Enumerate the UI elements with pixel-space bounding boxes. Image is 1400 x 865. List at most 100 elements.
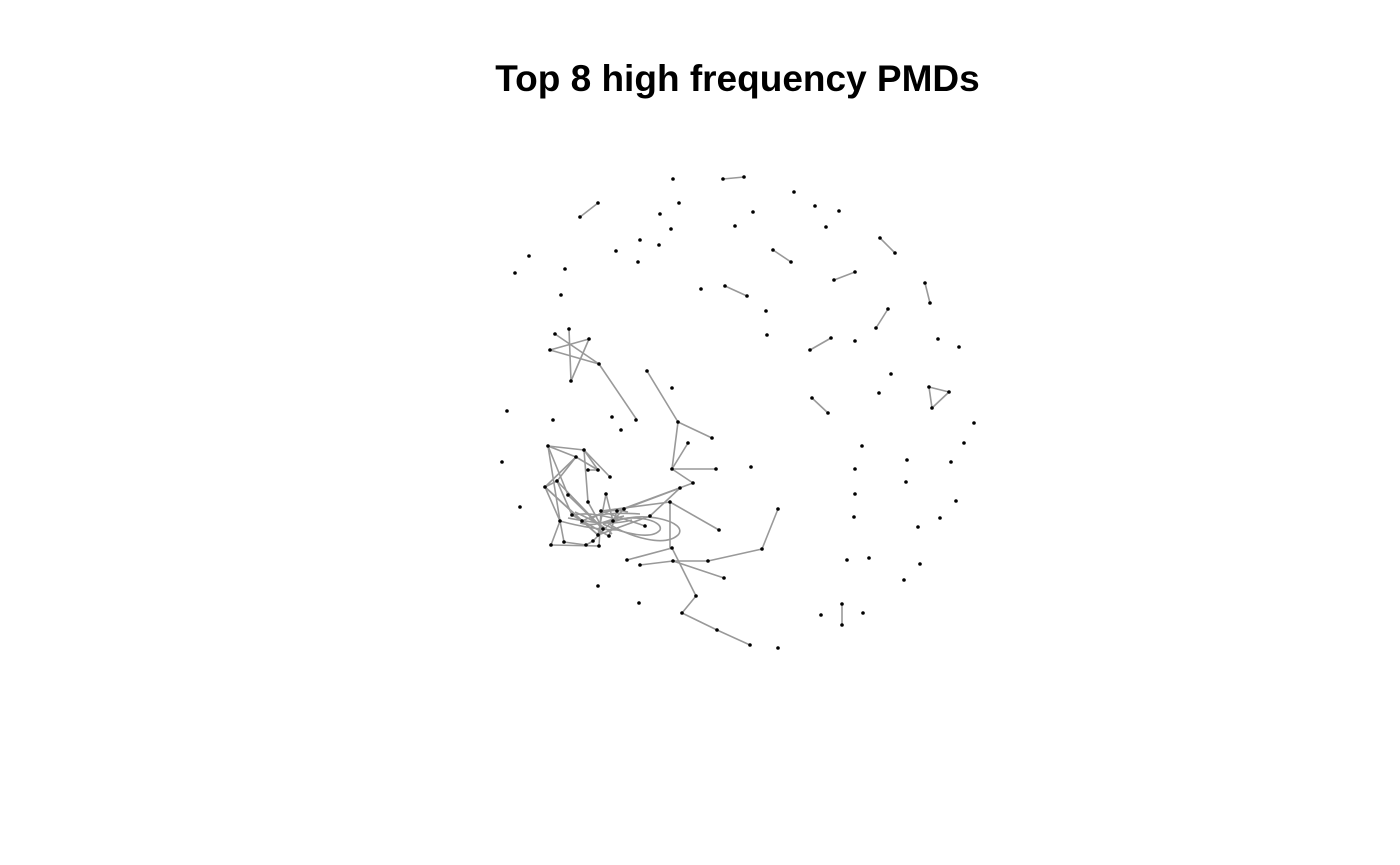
graph-edge [579, 202, 599, 218]
graph-node [670, 546, 674, 550]
graph-node [691, 481, 695, 485]
graph-node [680, 611, 684, 615]
graph-edge [639, 560, 674, 566]
graph-node [962, 441, 966, 445]
graph-node [578, 215, 582, 219]
graph-node [591, 539, 595, 543]
graph-node [527, 254, 531, 258]
graph-edge [677, 421, 713, 439]
graph-edge [549, 338, 590, 351]
graph-edge [928, 386, 933, 409]
graph-node [658, 212, 662, 216]
graph-node [826, 411, 830, 415]
graph-node [553, 332, 557, 336]
graph-edge [554, 333, 600, 365]
graph-edge [671, 421, 679, 470]
graph-edge [547, 445, 569, 496]
graph-node [562, 540, 566, 544]
graph-node [860, 444, 864, 448]
graph-edge [772, 249, 792, 263]
graph-node [789, 260, 793, 264]
graph-edge [931, 391, 950, 409]
graph-edge [875, 308, 889, 329]
graph-node [500, 460, 504, 464]
graph-node [614, 249, 618, 253]
graph-node [615, 509, 619, 513]
graph-node [601, 527, 605, 531]
graph-node [638, 563, 642, 567]
graph-node [676, 420, 680, 424]
graph-edge [646, 370, 679, 423]
graph-node [597, 362, 601, 366]
graph-node [518, 505, 522, 509]
graph-edge [716, 629, 751, 646]
graph-node [928, 301, 932, 305]
graph-node [625, 558, 629, 562]
graph-node [566, 493, 570, 497]
graph-node [714, 467, 718, 471]
graph-edge [574, 511, 613, 535]
graph-edge [671, 468, 694, 484]
graph-edge [563, 541, 587, 546]
graph-edge [671, 547, 697, 597]
graph-node [638, 238, 642, 242]
graph-node [829, 336, 833, 340]
graph-node [819, 613, 823, 617]
graph-edge [544, 480, 558, 488]
graph-node [636, 260, 640, 264]
graph-edge [583, 449, 589, 503]
graph-node [513, 271, 517, 275]
graph-node [622, 507, 626, 511]
graph-node [634, 418, 638, 422]
graph-edge [605, 493, 614, 522]
graph-node [916, 525, 920, 529]
graph-node [751, 210, 755, 214]
graph-node [902, 578, 906, 582]
graph-edge [681, 595, 697, 614]
graph-node [957, 345, 961, 349]
graph-node [710, 436, 714, 440]
graph-edge [550, 544, 600, 547]
graph-node [771, 248, 775, 252]
graph-node [837, 209, 841, 213]
graph-node [699, 287, 703, 291]
graph-edge [556, 456, 577, 482]
graph-node [648, 514, 652, 518]
graph-node [765, 333, 769, 337]
graph-node [742, 175, 746, 179]
graph-edge [549, 349, 600, 365]
graph-node [597, 544, 601, 548]
graph-node [677, 201, 681, 205]
graph-edge [544, 486, 561, 522]
graph-node [669, 227, 673, 231]
graph-node [853, 467, 857, 471]
graph-node [563, 267, 567, 271]
graph-node [810, 396, 814, 400]
graph-node [853, 339, 857, 343]
graph-node [505, 409, 509, 413]
graph-node [840, 623, 844, 627]
graph-node [886, 307, 890, 311]
graph-node [722, 576, 726, 580]
graph-node [558, 519, 562, 523]
graph-node [586, 468, 590, 472]
graph-edge [671, 442, 689, 470]
graph-node [936, 337, 940, 341]
graph-node [543, 485, 547, 489]
graph-node [686, 441, 690, 445]
graph-node [733, 224, 737, 228]
graph-edge [924, 282, 931, 304]
graph-node [548, 348, 552, 352]
graph-node [678, 486, 682, 490]
graph-node [584, 543, 588, 547]
graph-edge [623, 487, 681, 510]
graph-edge [608, 516, 681, 542]
graph-edge [707, 548, 763, 562]
node-layer [500, 175, 976, 650]
graph-node [867, 556, 871, 560]
graph-node [546, 444, 550, 448]
graph-edge [602, 517, 661, 536]
graph-edge [544, 456, 577, 488]
graph-edge [550, 520, 561, 546]
